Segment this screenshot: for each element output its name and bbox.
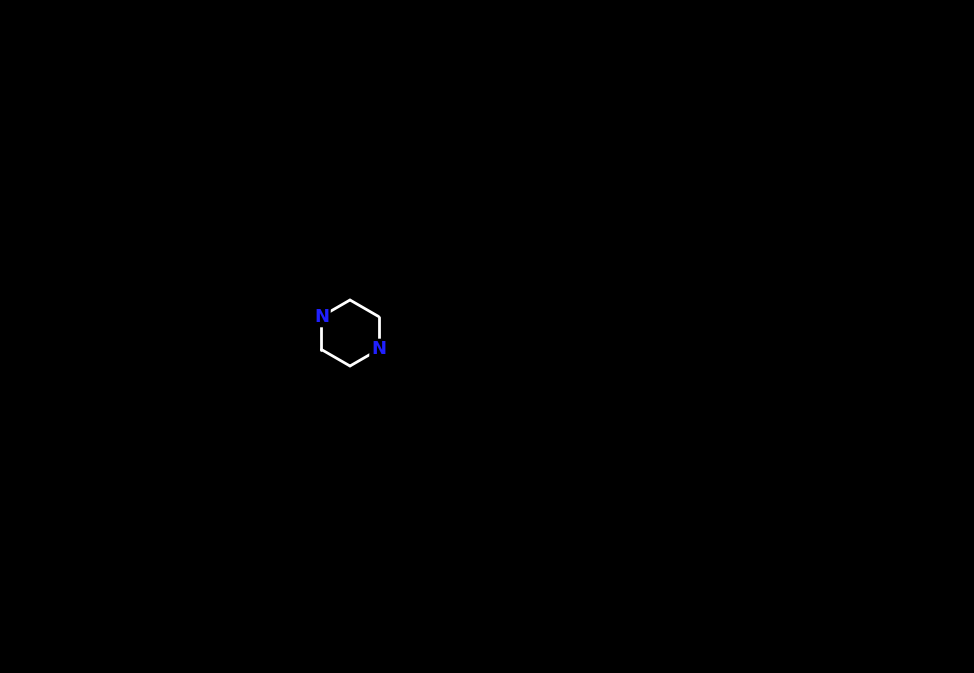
- Text: N: N: [371, 341, 386, 359]
- Text: N: N: [314, 308, 329, 326]
